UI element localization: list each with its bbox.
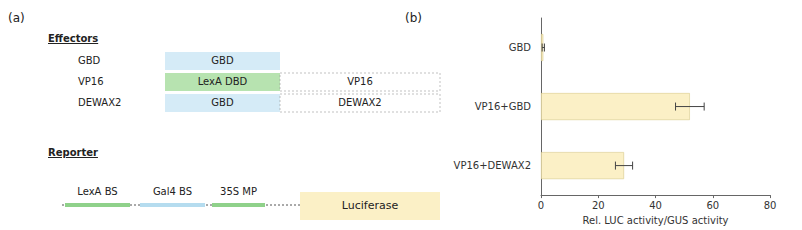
svg-text:DEWAX2: DEWAX2 (78, 97, 121, 108)
svg-text:Luciferase: Luciferase (342, 199, 399, 212)
svg-text:0: 0 (538, 200, 544, 211)
svg-text:LexA DBD: LexA DBD (198, 76, 248, 87)
svg-text:80: 80 (764, 200, 777, 211)
svg-text:GBD: GBD (211, 97, 234, 108)
svg-text:(b): (b) (405, 11, 422, 25)
svg-text:(a): (a) (8, 11, 25, 25)
svg-text:60: 60 (706, 200, 719, 211)
svg-text:GBD: GBD (211, 55, 234, 66)
svg-text:GBD: GBD (78, 55, 101, 66)
svg-text:VP16+DEWAX2: VP16+DEWAX2 (454, 160, 531, 171)
svg-text:Effectors: Effectors (48, 33, 98, 44)
svg-text:35S MP: 35S MP (220, 186, 257, 197)
svg-text:VP16: VP16 (78, 76, 104, 87)
svg-text:LexA BS: LexA BS (77, 186, 117, 197)
svg-text:Reporter: Reporter (48, 147, 98, 158)
svg-text:20: 20 (592, 200, 605, 211)
svg-text:GBD: GBD (509, 42, 532, 53)
svg-text:DEWAX2: DEWAX2 (338, 97, 381, 108)
svg-text:VP16+GBD: VP16+GBD (475, 101, 532, 112)
svg-text:Rel. LUC activity/GUS activity: Rel. LUC activity/GUS activity (582, 215, 728, 226)
svg-text:40: 40 (649, 200, 662, 211)
svg-text:VP16: VP16 (347, 76, 373, 87)
svg-text:Gal4 BS: Gal4 BS (153, 186, 192, 197)
